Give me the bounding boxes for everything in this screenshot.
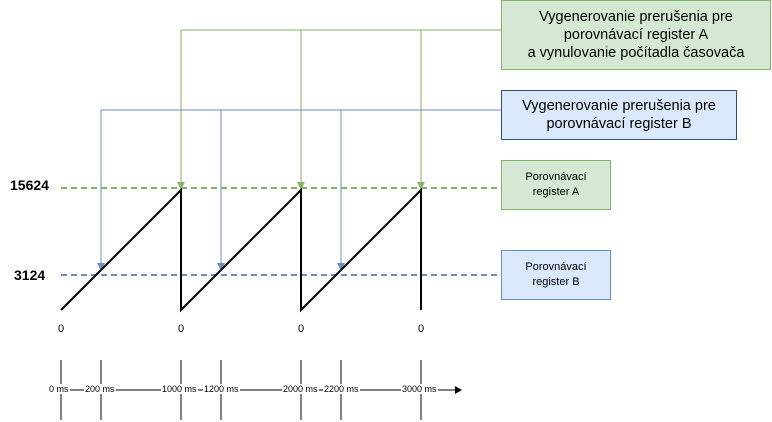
interrupt-a-box: Vygenerovanie prerušenia pre porovnávací…	[501, 0, 771, 70]
level-3124-label: 3124	[14, 267, 46, 283]
level-15624-label: 15624	[10, 177, 49, 193]
register-b-line-1: Porovnávací	[525, 261, 587, 273]
interrupt-a-connector	[180, 29, 501, 186]
counter-sawtooth	[60, 187, 422, 313]
time-axis	[60, 360, 455, 420]
interrupt-a-line-3: a vynulovanie počítadla časovača	[527, 45, 745, 61]
time-label: 0 ms	[48, 384, 70, 394]
register-b-line-2: register B	[532, 276, 580, 288]
zero-label: 0	[298, 323, 305, 335]
zero-label: 0	[58, 323, 65, 335]
register-a-box: Porovnávací register A	[501, 160, 611, 210]
interrupt-b-line-2: porovnávací register B	[546, 116, 692, 132]
time-label: 1000 ms	[161, 384, 198, 394]
time-label: 2000 ms	[282, 384, 319, 394]
register-a-line-1: Porovnávací	[525, 171, 587, 183]
time-label: 1200 ms	[203, 384, 240, 394]
interrupt-a-line-2: porovnávací register A	[563, 27, 709, 43]
time-label: 3000 ms	[401, 384, 438, 394]
register-b-box: Porovnávací register B	[501, 250, 611, 300]
interrupt-b-line-1: Vygenerovanie prerušenia pre	[522, 98, 716, 114]
zero-label: 0	[418, 323, 425, 335]
zero-label: 0	[178, 323, 185, 335]
time-label: 2200 ms	[323, 384, 360, 394]
time-axis-arrowhead	[455, 386, 462, 394]
interrupt-b-arrowheads	[97, 263, 345, 271]
interrupt-a-arrowheads	[177, 182, 425, 190]
interrupt-a-line-1: Vygenerovanie prerušenia pre	[539, 9, 733, 25]
time-label: 200 ms	[84, 384, 116, 394]
register-a-line-2: register A	[532, 186, 580, 198]
interrupt-b-box: Vygenerovanie prerušenia pre porovnávací…	[501, 90, 737, 140]
